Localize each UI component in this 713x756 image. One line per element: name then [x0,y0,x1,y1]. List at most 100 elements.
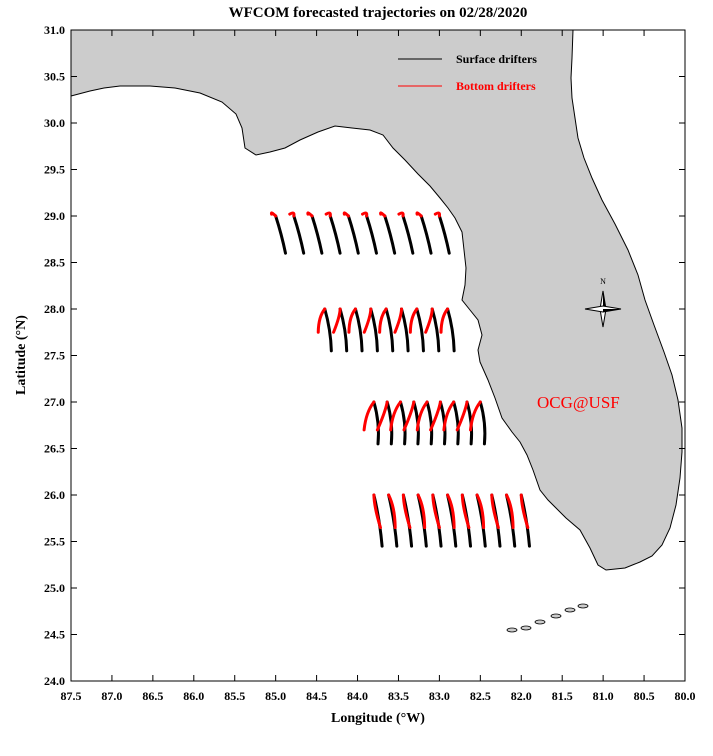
surface-drifter-track [310,214,324,255]
key-island [577,603,589,609]
x-tick-label: 85.0 [265,689,286,703]
bottom-drifter-track [475,493,486,530]
key-island [506,627,518,633]
bottom-drifter-track [415,400,429,432]
y-tick-label: 25.5 [44,535,65,549]
bottom-drifter-track [408,307,419,334]
surface-drifter-track [353,307,364,353]
bottom-drifter-track [401,493,412,530]
surface-drifter-track [437,214,451,255]
surface-drifter-track [478,400,487,446]
bottom-drifter-track [332,307,342,334]
surface-drifter-track [274,214,287,255]
surface-drifter-track [372,400,380,446]
x-tick-label: 83.0 [429,689,450,703]
bottom-drifter-track [347,307,357,334]
x-tick-label: 84.0 [347,689,368,703]
surface-drifter-track [415,307,425,353]
bottom-drifter-track [269,211,278,218]
surface-drifter-track [425,400,434,446]
bottom-drifter-track [387,493,397,530]
bottom-drifter-track [429,400,442,432]
bottom-drifter-track [455,400,469,432]
x-axis-label: Longitude (°W) [331,711,425,726]
y-tick-label: 30.5 [44,70,65,84]
x-tick-label: 86.0 [183,689,204,703]
ocg-usf-watermark: OCG@USF [537,393,620,412]
bottom-drifter-track [393,307,404,334]
bottom-drifter-track [372,493,382,530]
x-tick-label: 80.5 [634,689,655,703]
y-tick-label: 28.0 [44,302,65,316]
surface-drifter-track [323,307,333,353]
y-tick-label: 30.0 [44,116,65,130]
y-tick-label: 26.5 [44,442,65,456]
key-island [550,613,562,619]
surface-drifter-track [292,214,306,255]
bottom-drifter-track [324,211,332,218]
bottom-drifter-track [389,400,403,432]
legend-bottom-label: Bottom drifters [456,79,536,93]
surface-drifter-track [446,307,456,353]
y-tick-label: 24.0 [44,674,65,688]
bottom-drifter-track [342,211,350,218]
florida-land [70,29,683,633]
y-tick-label: 26.0 [44,488,65,502]
bottom-drifter-track [416,493,427,530]
x-tick-label: 80.0 [675,689,696,703]
x-tick-label: 86.5 [142,689,163,703]
bottom-drifter-track [362,307,373,334]
x-tick-label: 82.5 [470,689,491,703]
surface-drifter-track [384,307,395,353]
bottom-drifter-track [397,211,405,218]
x-tick-label: 85.5 [224,689,245,703]
surface-drifter-track [383,214,397,255]
bottom-drifter-track [288,211,296,218]
y-tick-label: 28.5 [44,256,65,270]
axis-ticks: 87.5 87.0 86.5 86.0 85.5 85.0 84.5 84.0 83.5 83.0… [44,23,696,703]
bottom-drifter-track [519,493,530,530]
bottom-drifter-track [362,400,376,432]
y-tick-label: 24.5 [44,628,65,642]
x-tick-label: 82.0 [511,689,532,703]
florida-coastline [70,29,683,571]
bottom-drifter-track [439,307,450,334]
bottom-drifter-track [446,493,456,530]
key-island [564,607,576,613]
bottom-trajectories [269,211,530,530]
y-axis-label: Latitude (°N) [14,315,29,395]
surface-drifter-track [365,214,378,255]
bottom-drifter-track [433,211,442,218]
x-tick-label: 87.5 [61,689,82,703]
bottom-drifter-track [505,493,515,530]
y-tick-label: 27.0 [44,395,65,409]
x-tick-label: 87.0 [101,689,122,703]
y-tick-label: 27.5 [44,349,65,363]
compass-label: N [600,277,606,286]
bottom-drifter-track [415,211,423,218]
surface-drifter-track [399,400,407,446]
surface-drifter-track [452,400,460,446]
bottom-drifter-track [316,307,327,334]
y-tick-label: 31.0 [44,23,65,37]
bottom-drifter-track [306,211,314,218]
bottom-drifter-track [469,400,482,432]
bottom-drifter-track [378,307,388,334]
bottom-drifter-track [490,493,500,530]
key-island [534,619,546,625]
surface-drifter-track [328,214,342,255]
legend-surface-label: Surface drifters [456,52,537,66]
y-tick-label: 29.5 [44,163,65,177]
bottom-drifter-track [442,400,456,432]
bottom-drifter-track [460,493,471,530]
bottom-drifter-track [361,211,369,218]
legend: Surface drifters Bottom drifters [398,52,537,93]
bottom-drifter-track [375,400,389,432]
y-tick-label: 29.0 [44,209,65,223]
x-tick-label: 81.5 [552,689,573,703]
x-tick-label: 83.5 [388,689,409,703]
x-tick-label: 84.5 [306,689,327,703]
bottom-drifter-track [431,493,441,530]
bottom-drifter-track [402,400,416,432]
chart-title: WFCOM forecasted trajectories on 02/28/2… [229,5,528,21]
